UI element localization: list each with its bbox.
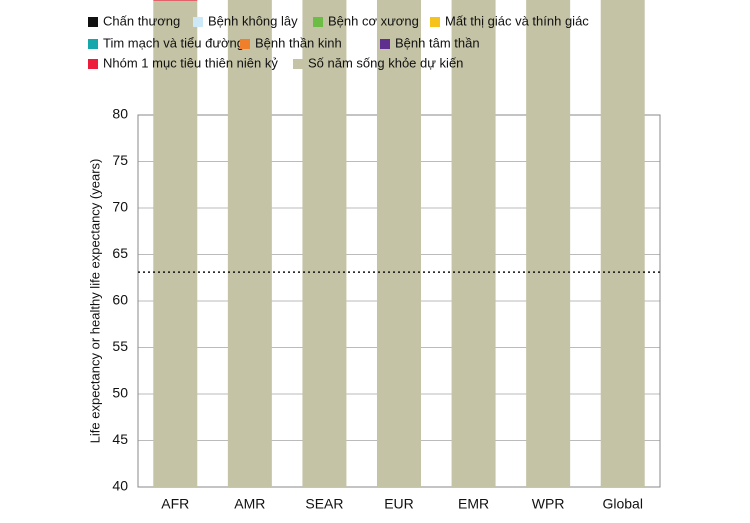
legend-label: Số năm sống khỏe dự kiến bbox=[308, 55, 463, 70]
legend-label: Bệnh không lây bbox=[208, 13, 298, 28]
bar-segment bbox=[153, 0, 198, 488]
x-tick-label: EUR bbox=[384, 496, 414, 512]
legend-label: Tim mạch và tiểu đường bbox=[103, 35, 244, 50]
y-tick-label: 50 bbox=[112, 385, 128, 401]
x-tick-label: AMR bbox=[234, 496, 265, 512]
x-tick-label: SEAR bbox=[305, 496, 343, 512]
y-tick-label: 55 bbox=[112, 338, 128, 354]
legend-swatch bbox=[193, 17, 203, 27]
legend-swatch bbox=[313, 17, 323, 27]
bar-segment bbox=[600, 0, 645, 488]
legend-swatch bbox=[88, 39, 98, 49]
y-tick-label: 75 bbox=[112, 152, 128, 168]
y-axis-label: Life expectancy or healthy life expectan… bbox=[87, 159, 102, 444]
legend-label: Bệnh thần kinh bbox=[255, 35, 342, 50]
y-tick-label: 65 bbox=[112, 245, 128, 261]
bar-segment bbox=[153, 0, 198, 1]
x-tick-label: WPR bbox=[532, 496, 565, 512]
legend-swatch bbox=[240, 39, 250, 49]
legend-swatch bbox=[88, 59, 98, 69]
legend-label: Chấn thương bbox=[103, 13, 180, 28]
legend-label: Bệnh cơ xương bbox=[328, 13, 419, 28]
bar-segment bbox=[451, 0, 496, 487]
x-tick-label: Global bbox=[602, 496, 642, 512]
legend-label: Bệnh tâm thần bbox=[395, 35, 480, 50]
bar-segment bbox=[227, 0, 272, 488]
legend-swatch bbox=[430, 17, 440, 27]
x-tick-label: AFR bbox=[161, 496, 189, 512]
legend-swatch bbox=[380, 39, 390, 49]
legend-label: Mất thị giác và thính giác bbox=[445, 13, 589, 28]
y-tick-label: 70 bbox=[112, 199, 128, 215]
y-tick-label: 60 bbox=[112, 292, 128, 308]
y-tick-label: 45 bbox=[112, 431, 128, 447]
legend-label: Nhóm 1 mục tiêu thiên niên kỷ bbox=[103, 55, 278, 70]
bar-segment bbox=[526, 0, 571, 487]
legend-swatch bbox=[88, 17, 98, 27]
bar-segment bbox=[302, 0, 347, 488]
x-tick-label: EMR bbox=[458, 496, 489, 512]
legend-swatch bbox=[293, 59, 303, 69]
y-tick-label: 80 bbox=[112, 106, 128, 122]
bar-segment bbox=[377, 0, 421, 488]
y-tick-label: 40 bbox=[112, 478, 128, 494]
